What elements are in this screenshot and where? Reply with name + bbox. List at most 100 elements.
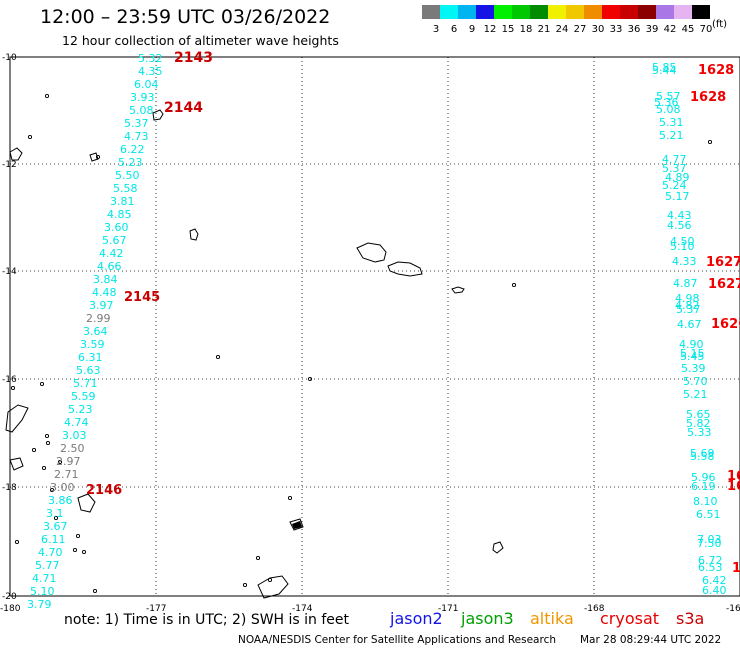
wave-height-label: 6.42: [702, 574, 727, 587]
wave-height-label: 4.42: [99, 247, 124, 260]
islet: [242, 582, 248, 588]
wave-height-label: 2.97: [56, 455, 81, 468]
wave-height-label: 2.99: [86, 312, 111, 325]
wave-height-label: 4.56: [667, 219, 692, 232]
islet: [92, 588, 98, 594]
track-time-label: 2145: [124, 290, 160, 305]
wave-height-label: 4.66: [97, 260, 122, 273]
y-tick-label: -16: [2, 375, 17, 385]
wave-height-label: 7.50: [697, 537, 722, 550]
wave-height-label: 2.50: [60, 442, 85, 455]
color-swatch: [458, 5, 476, 19]
wave-height-label: 4.48: [92, 286, 117, 299]
wave-height-label: 3.1: [46, 507, 64, 520]
x-tick-label: -168: [584, 604, 605, 614]
island-outline: [9, 147, 23, 161]
track-time-label: 1: [732, 561, 740, 576]
island-outline: [152, 109, 164, 121]
wave-height-label: 4.87: [673, 277, 698, 290]
wave-height-label: 6.22: [120, 143, 145, 156]
color-scale-label: 39: [645, 24, 659, 35]
wave-height-label: 5.67: [102, 234, 127, 247]
wave-height-label: 5.44: [652, 64, 677, 77]
wave-height-label: 5.82: [686, 417, 711, 430]
wave-height-label: 4.73: [124, 130, 149, 143]
wave-height-label: 5.63: [76, 364, 101, 377]
wave-height-label: 5.24: [662, 179, 687, 192]
wave-height-label: 5.17: [665, 190, 690, 203]
islet: [75, 533, 81, 539]
wave-height-label: 5.10: [670, 240, 695, 253]
island-outline: [257, 575, 289, 599]
islet: [81, 549, 87, 555]
color-swatch: [656, 5, 674, 19]
x-tick-label: -174: [292, 604, 313, 614]
wave-height-label: 5.37: [676, 303, 701, 316]
x-tick-label: -180: [0, 604, 21, 614]
color-scale-label: 21: [537, 24, 551, 35]
islet: [255, 555, 261, 561]
wave-height-label: 5.57: [656, 90, 681, 103]
island-outline: [451, 286, 465, 294]
color-swatch: [602, 5, 620, 19]
wave-height-label: 5.58: [690, 450, 715, 463]
wave-height-label: 5.58: [113, 182, 138, 195]
wave-height-label: 6.72: [698, 554, 723, 567]
footer-credit: NOAA/NESDIS Center for Satellite Applica…: [238, 634, 556, 646]
wave-height-label: 5.96: [691, 471, 716, 484]
wave-height-label: 3.60: [104, 221, 129, 234]
map-frame: [9, 56, 740, 597]
wave-height-label: 5.37: [662, 162, 687, 175]
wave-height-label: 6.51: [696, 508, 721, 521]
y-tick-label: -12: [2, 160, 17, 170]
island-outline: [356, 242, 387, 263]
color-scale-label: 70: [699, 24, 713, 35]
x-tick-label: -16: [726, 604, 740, 614]
wave-height-label: 5.21: [683, 388, 708, 401]
page-title: 12:00 – 23:59 UTC 03/26/2022: [40, 6, 331, 28]
wave-height-label: 4.67: [677, 318, 702, 331]
wave-height-label: 5.37: [124, 117, 149, 130]
island-outline: [387, 261, 423, 277]
color-swatch: [584, 5, 602, 19]
color-scale-label: 45: [681, 24, 695, 35]
wave-height-label: 7.03: [697, 533, 722, 546]
footer-timestamp: Mar 28 08:29:44 UTC 2022: [580, 634, 722, 646]
islet: [53, 515, 59, 521]
wave-height-label: 3.81: [110, 195, 135, 208]
wave-height-label: 5.50: [115, 169, 140, 182]
wave-height-label: 4.74: [64, 416, 89, 429]
island-outline: [492, 541, 504, 554]
wave-height-label: 4.89: [665, 171, 690, 184]
color-scale-label: 27: [573, 24, 587, 35]
wave-height-label: 5.45: [680, 350, 705, 363]
x-tick-label: -171: [438, 604, 458, 614]
islet: [45, 440, 51, 446]
track-time-label: 16: [727, 479, 740, 494]
y-tick-label: -20: [2, 592, 17, 602]
color-scale-unit: (ft): [712, 19, 728, 30]
wave-height-label: 3.59: [80, 338, 105, 351]
island-outline: [9, 457, 24, 471]
wave-height-label: 5.15: [680, 347, 705, 360]
wave-height-label: 5.70: [683, 375, 708, 388]
island-outline: [289, 518, 304, 531]
wave-height-label: 5.33: [687, 426, 712, 439]
islet: [215, 354, 221, 360]
island-outline: [189, 228, 199, 241]
mission-s3a: s3a: [676, 609, 705, 628]
y-tick-label: -10: [2, 53, 17, 63]
color-swatch: [548, 5, 566, 19]
color-swatch: [476, 5, 494, 19]
islet: [31, 447, 37, 453]
wave-height-label: 6.11: [41, 533, 66, 546]
mission-jason2: jason2: [390, 609, 443, 628]
color-swatch: [620, 5, 638, 19]
wave-height-label: 6.53: [698, 561, 723, 574]
wave-height-label: 3.03: [62, 429, 87, 442]
wave-height-label: 5.31: [659, 116, 684, 129]
color-swatch: [692, 5, 710, 19]
wave-height-label: 3.84: [93, 273, 118, 286]
islet: [707, 139, 713, 145]
